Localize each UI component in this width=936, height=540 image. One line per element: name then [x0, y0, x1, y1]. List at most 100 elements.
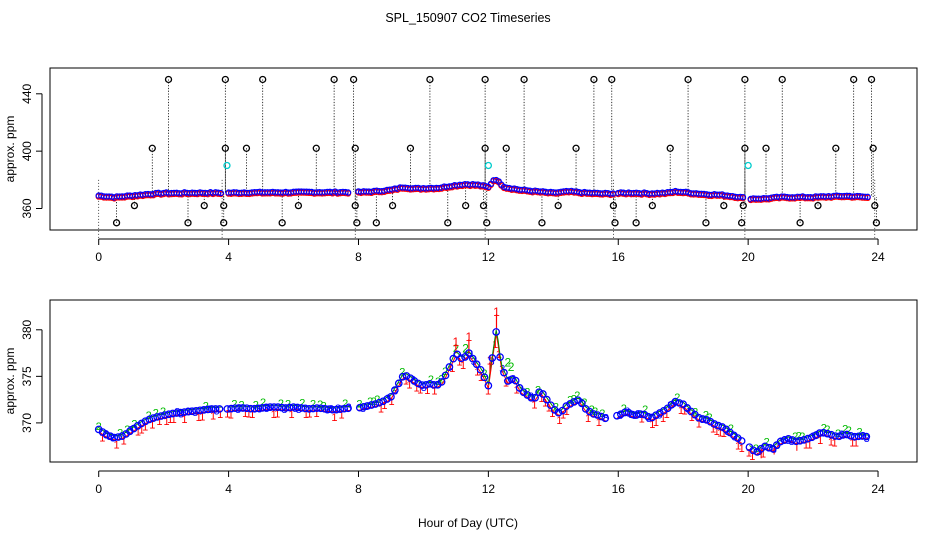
- series-circle: [254, 404, 263, 413]
- series-number-marker: 2: [703, 409, 709, 421]
- series-number-marker: 2: [310, 398, 316, 410]
- series-line-green: [357, 330, 606, 417]
- series-number-marker: 1: [710, 423, 716, 435]
- series-circle: [141, 417, 150, 426]
- series-number-marker: 1: [156, 416, 162, 428]
- series-circle: [632, 411, 641, 419]
- baseline-point-blue: [739, 193, 747, 201]
- outlier-point: [426, 75, 434, 84]
- series-number-marker: 1: [721, 428, 727, 440]
- series-circle: [184, 407, 193, 416]
- series-number-marker: 2: [821, 422, 827, 434]
- series-circle: [211, 405, 220, 413]
- series-circle: [465, 349, 473, 357]
- series-number-marker: 1: [181, 414, 187, 426]
- series-circle: [445, 363, 454, 371]
- series-number-marker: 1: [406, 379, 412, 391]
- series-number-marker: 3: [264, 403, 270, 415]
- series-line-red: [357, 334, 606, 422]
- series-number-marker: 1: [735, 441, 741, 453]
- series-number-marker: 1: [246, 408, 252, 420]
- series-circle: [387, 392, 395, 401]
- series-circle: [710, 420, 719, 428]
- series-number-marker: 1: [485, 385, 491, 397]
- series-circle: [277, 403, 286, 412]
- series-circle: [235, 404, 243, 412]
- series-circle: [589, 410, 598, 418]
- series-circle: [562, 402, 571, 410]
- series-number-marker: 1: [149, 420, 155, 432]
- series-number-marker: 1: [135, 427, 141, 439]
- series-circle: [468, 354, 477, 363]
- series-circle: [270, 403, 278, 411]
- plot-frame: [49, 299, 918, 463]
- series-circle: [566, 400, 575, 408]
- series-circle: [737, 437, 746, 445]
- x-tick-label: 4: [225, 482, 232, 496]
- outlier-point-cyan: [484, 161, 493, 170]
- series-circle: [426, 379, 434, 388]
- series-circle: [137, 419, 146, 428]
- series-circle: [815, 429, 824, 437]
- outlier-point: [832, 144, 840, 152]
- series-number-marker: 2: [792, 431, 798, 443]
- series-circle: [340, 404, 349, 413]
- series-circle: [652, 411, 660, 420]
- series-number-marker: 1: [424, 385, 430, 397]
- series-number-marker: 2: [796, 430, 802, 442]
- outlier-point: [648, 201, 657, 210]
- series-circle: [371, 400, 380, 408]
- series-number-marker: 1: [660, 413, 666, 425]
- series-number-marker: 1: [803, 439, 809, 451]
- series-number-marker: 3: [467, 349, 473, 361]
- series-number-marker: 1: [542, 398, 548, 410]
- outlier-point: [112, 219, 121, 227]
- series-circle: [702, 416, 711, 424]
- y-axis-label: approx. ppm: [3, 116, 17, 183]
- series-circle: [800, 436, 808, 444]
- series-circle: [655, 409, 664, 417]
- series-line-red: [616, 403, 742, 444]
- series-circle: [620, 408, 629, 417]
- series-circle: [149, 414, 158, 422]
- outlier-point: [312, 144, 320, 152]
- series-spike-label: 1: [453, 335, 460, 349]
- x-tick-label: 16: [612, 482, 626, 496]
- series-number-marker: 1: [649, 419, 655, 431]
- series-circle: [192, 406, 200, 415]
- outlier-point: [148, 144, 156, 152]
- outlier-point-cyan: [744, 161, 752, 170]
- series-circle: [453, 350, 462, 359]
- baseline-point-blue: [217, 189, 225, 197]
- series-circle: [239, 404, 247, 412]
- x-tick-label: 0: [95, 250, 102, 264]
- outlier-point: [741, 144, 749, 152]
- outlier-point: [130, 201, 139, 210]
- series-circle: [457, 354, 465, 363]
- series-circle: [480, 373, 489, 382]
- series-circle: [203, 405, 212, 414]
- series-number-marker: 1: [560, 410, 566, 422]
- series-circle: [375, 398, 384, 407]
- series-circle: [266, 403, 275, 411]
- series-circle: [461, 353, 469, 361]
- series-circle: [554, 408, 563, 417]
- series-number-marker: 1: [549, 408, 555, 420]
- series-circle: [831, 432, 840, 440]
- outlier-point: [483, 219, 491, 227]
- series-circle: [398, 372, 407, 381]
- series-circle: [301, 404, 310, 413]
- series-circle: [488, 354, 497, 362]
- series-number-marker: 1: [306, 409, 312, 421]
- outlier-point: [388, 201, 397, 210]
- series-circle: [402, 372, 411, 380]
- series-circle: [613, 411, 621, 420]
- series-number-marker: 1: [639, 414, 645, 426]
- outlier-point: [330, 75, 338, 84]
- series-circle: [164, 410, 173, 419]
- x-axis-label: Hour of Day (UTC): [418, 516, 518, 530]
- x-tick-label: 0: [95, 482, 102, 496]
